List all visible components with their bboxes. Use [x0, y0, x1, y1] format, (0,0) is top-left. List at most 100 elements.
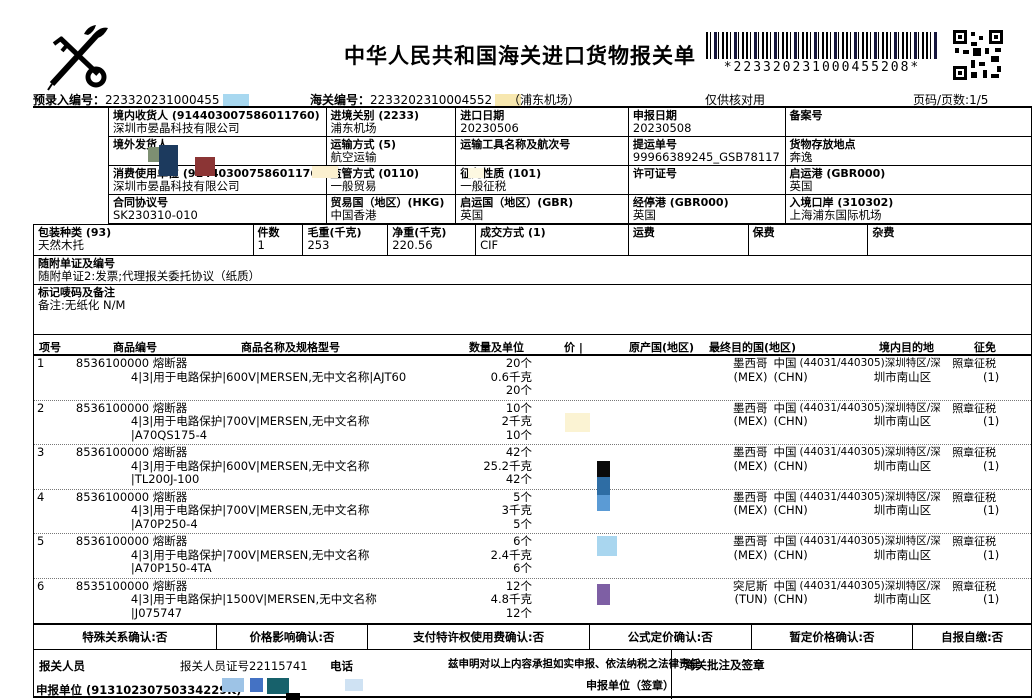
info-cell: 入境口岸 (310302) 上海浦东国际机场 [784, 195, 1031, 223]
port-note: （浦东机场） [508, 93, 581, 107]
goods-levy-mode: 照章征税 (1) [952, 357, 1000, 384]
goods-origin-country: 墨西哥 (MEX) [733, 445, 768, 473]
redaction-block [468, 168, 484, 178]
col-levy: 征免 [974, 341, 996, 354]
barcode-text: *223320231000455208* [723, 60, 921, 75]
goods-spec-line1: 4|3|用于电路保护|1500V|MERSEN,无中文名称 [130, 592, 377, 606]
declare-unit: 申报单位 (91310230750334229K) [36, 683, 242, 697]
goods-item-no: 4 [37, 489, 45, 504]
redaction-block [597, 461, 610, 477]
packing-cell: 包装种类 (93) 天然木托 [38, 226, 112, 252]
customs-endorsement-cell: 海关批注及签章 [671, 650, 1031, 699]
goods-name: 熔断器 [152, 489, 188, 504]
redaction-block [597, 477, 610, 495]
goods-price-redacted [540, 490, 625, 534]
goods-qty-unit: 20个 0.6千克 20个 [490, 356, 532, 397]
col-origin: 原产国(地区) [629, 341, 695, 354]
goods-item-no: 6 [37, 578, 45, 593]
goods-domestic-dest: (44031/440305)深圳特区/深 圳市南山区 [799, 446, 941, 473]
packing-cell: 毛重(千克) 253 [302, 225, 387, 255]
declare-unit-seal-label: 申报单位（签章） [586, 679, 674, 692]
redaction-block [222, 678, 244, 692]
goods-name: 熔断器 [152, 445, 188, 459]
packing-cell: 件数 1 [252, 225, 303, 255]
goods-name: 熔断器 [152, 356, 188, 370]
goods-name-spec: 8535100000 熔断器 4|3|用于电路保护|1500V|MERSEN,无… [74, 579, 440, 624]
goods-hs-code: 8536100000 [75, 445, 150, 459]
goods-item-no: 2 [37, 400, 45, 415]
goods-name: 熔断器 [152, 400, 188, 415]
redaction-block [195, 157, 215, 176]
confirmation-item: 价格影响确认:否 [215, 625, 368, 649]
declaration-statement: 兹申明对以上内容承担如实申报、依法纳税之法律责任 [448, 658, 700, 670]
info-cell: 经停港 (GBR000) 英国 [627, 195, 785, 223]
goods-item-no: 3 [37, 445, 45, 459]
goods-final-dest-country: 中国 (CHN) [773, 445, 808, 473]
goods-final-dest-country: 中国 (CHN) [773, 578, 808, 606]
info-cell: 备案号 [784, 108, 1031, 136]
info-cell: 境外发货人 [113, 138, 168, 151]
marks-value: 备注:无纸化 N/M [38, 298, 126, 312]
col-code: 商品编号 [113, 341, 157, 354]
goods-hs-code: 8536100000 [75, 534, 150, 548]
lower-table: 包装种类 (93) 天然木托 件数 1 毛重(千克) 253 净重(千克) 22… [33, 224, 1032, 699]
goods-final-dest-country: 中国 (CHN) [773, 489, 808, 517]
goods-domestic-dest: (44031/440305)深圳特区/深 圳市南山区 [799, 535, 941, 562]
goods-name-spec: 8536100000 熔断器 4|3|用于电路保护|600V|MERSEN,无中… [74, 356, 440, 400]
goods-row: 4 8536100000 熔断器 4|3|用于电路保护|700V|MERSEN,… [34, 489, 1031, 534]
goods-row: 2 8536100000 熔断器 4|3|用于电路保护|700V|MERSEN,… [34, 400, 1031, 445]
redaction-block [565, 413, 590, 432]
info-table-row: 消费使用单位 (914403007586011760) 深圳市晏晶科技有限公司 … [109, 166, 1031, 195]
redaction-block [222, 94, 249, 107]
info-cell: 进口日期 20230506 [455, 108, 628, 136]
info-cell: 提运单号 99966389245_GSB78117 [627, 137, 785, 165]
redaction-block [597, 536, 617, 556]
goods-row: 6 8535100000 熔断器 4|3|用于电路保护|1500V|MERSEN… [34, 579, 1031, 624]
goods-domestic-dest: (44031/440305)深圳特区/深 圳市南山区 [799, 579, 941, 606]
goods-qty-unit: 42个 25.2千克 42个 [483, 445, 532, 486]
info-cell: 监管方式 (0110) 一般贸易 [325, 166, 456, 194]
redaction-block [148, 147, 161, 162]
info-table-row: 合同协议号 SK230310-010 贸易国（地区）(HKG) 中国香港 启运国… [109, 195, 1031, 224]
goods-domestic-dest: (44031/440305)深圳特区/深 圳市南山区 [799, 490, 941, 517]
goods-levy-mode: 照章征税 (1) [952, 535, 1000, 562]
goods-final-dest-country: 中国 (CHN) [773, 534, 808, 562]
confirmation-row: 特殊关系确认:否 价格影响确认:否 支付特许权使用费确认:否 公式定价确认:否 … [34, 623, 1031, 649]
declarant-phone-label: 电话 [330, 659, 353, 673]
info-cell: 许可证号 [627, 166, 785, 194]
redaction-block [159, 145, 178, 176]
info-table-row: 境内收货人 (914403007586011760) 深圳市晏晶科技有限公司 进… [109, 108, 1031, 137]
goods-final-dest-country: 中国 (CHN) [773, 356, 808, 384]
confirmation-item: 暂定价格确认:否 [750, 625, 913, 649]
customs-endorsement-label: 海关批注及签章 [684, 658, 765, 672]
goods-table-header: 项号 商品编号 商品名称及规格型号 数量及单位 价 | 原产国(地区) 最终目的… [34, 334, 1031, 356]
header-divider [33, 106, 1032, 108]
declarant-officer-label: 报关人员 [39, 659, 85, 673]
packing-cell: 杂费 [867, 225, 1031, 255]
info-cell: 货物存放地点 奔逸 [784, 137, 1031, 165]
goods-qty-unit: 12个 4.8千克 12个 [490, 578, 532, 620]
goods-price-redacted [540, 579, 625, 624]
info-cell: 进境关别 (2233) 浦东机场 [325, 108, 456, 136]
goods-origin-country: 墨西哥 (MEX) [733, 400, 768, 428]
info-cell: 运输方式 (5) 航空运输 [325, 137, 456, 165]
goods-domestic-dest: (44031/440305)深圳特区/深 圳市南山区 [799, 357, 941, 384]
marks-remarks-row: 标记唛码及备注 备注:无纸化 N/M [34, 285, 1031, 334]
col-domestic-dest: 境内目的地 [879, 341, 934, 354]
preentry-row: 预录入编号：223320231000455 海关编号：2233202310004… [0, 91, 1035, 108]
customs-number: 海关编号：2233202310004552 [310, 91, 522, 108]
goods-levy-mode: 照章征税 (1) [952, 446, 1000, 473]
col-qty-unit: 数量及单位 [469, 341, 524, 354]
preentry-number: 预录入编号：223320231000455 [33, 91, 249, 108]
packing-cell: 净重(千克) 220.56 [387, 225, 475, 255]
redaction-block [312, 166, 338, 178]
goods-name: 熔断器 [152, 534, 188, 548]
info-cell: 启运国（地区）(GBR) 英国 [455, 195, 628, 223]
attached-docs-row: 随附单证及编号 随附单证2:发票;代理报关委托协议（纸质） [34, 256, 1031, 285]
packing-cell: 运费 [627, 225, 748, 255]
check-note: 仅供核对用 [705, 93, 766, 107]
goods-spec-line2: |A70QS175-4 [130, 427, 208, 442]
info-cell: 运输工具名称及航次号 [455, 137, 628, 165]
goods-name-spec: 8536100000 熔断器 4|3|用于电路保护|700V|MERSEN,无中… [74, 534, 440, 578]
